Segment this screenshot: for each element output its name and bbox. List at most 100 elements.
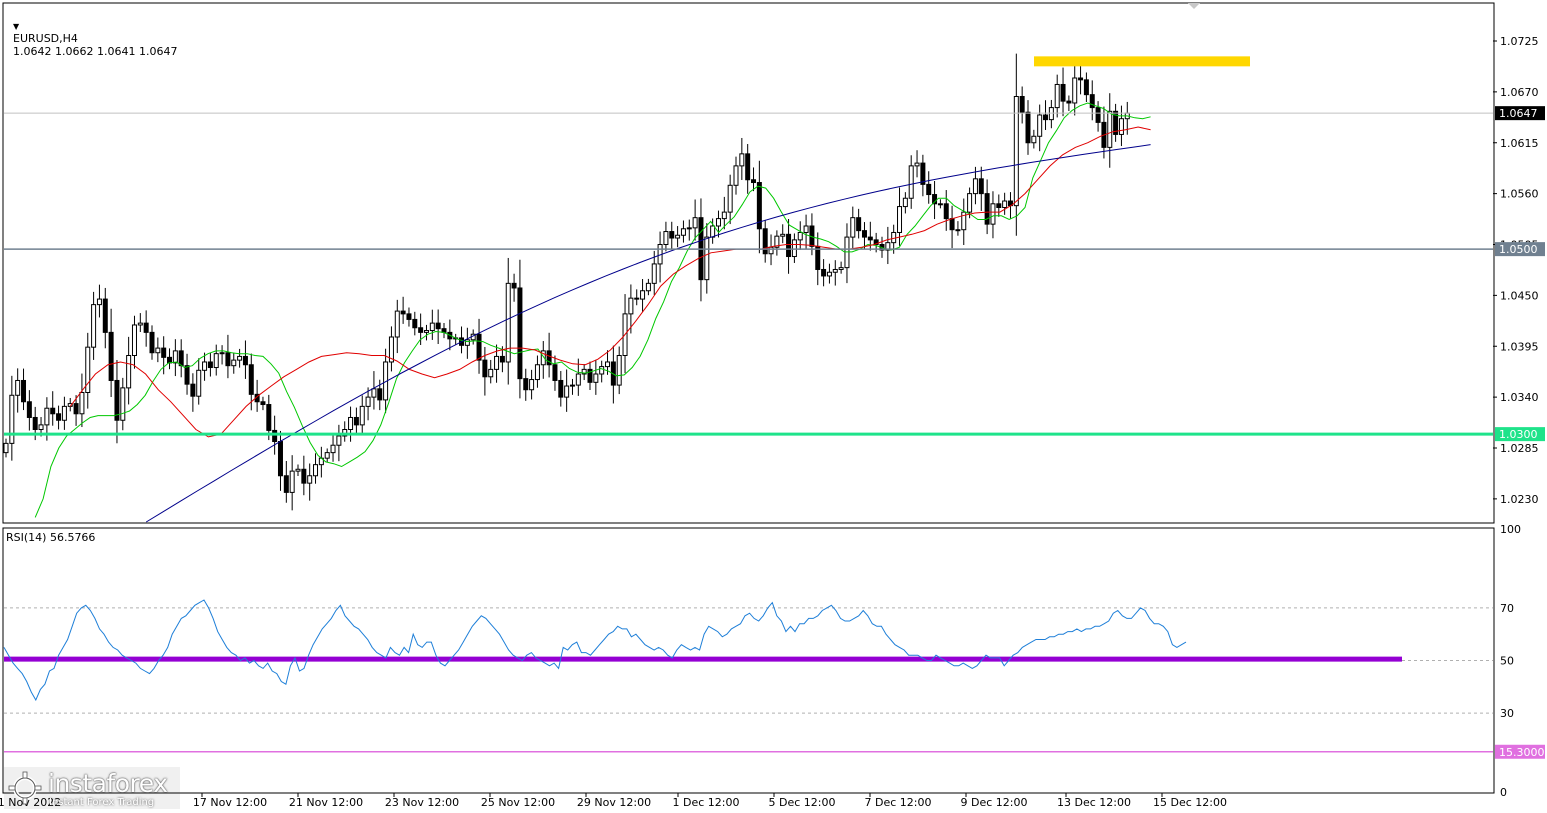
candle-body	[120, 387, 126, 421]
candle-body	[838, 267, 844, 270]
ohlc-label: 1.0642 1.0662 1.0641 1.0647	[13, 45, 178, 58]
ma-fast-line	[34, 102, 1151, 518]
candle-body	[91, 304, 97, 348]
candle-body	[1060, 83, 1066, 102]
candle-body	[114, 379, 120, 421]
candle-body	[645, 282, 651, 292]
candle-body	[856, 217, 862, 232]
candle-body	[978, 178, 984, 195]
candle-body	[96, 298, 102, 306]
time-tick-label: 1 Dec 12:00	[673, 796, 740, 809]
candle-body	[943, 203, 949, 220]
candle-body	[242, 355, 248, 366]
candle-body	[277, 441, 283, 477]
resistance-zone	[1034, 56, 1250, 67]
candle-body	[482, 359, 488, 378]
candle-body	[873, 239, 879, 245]
candle-body	[1031, 135, 1037, 144]
candle-body	[1078, 77, 1084, 81]
candle-body	[371, 388, 377, 398]
candle-body	[949, 218, 955, 231]
candle-body	[44, 407, 50, 426]
candle-body	[38, 424, 44, 430]
candle-body	[832, 268, 838, 273]
candle-body	[307, 475, 313, 484]
candle-body	[32, 416, 38, 431]
candle-body	[359, 405, 365, 426]
candle-body	[219, 352, 225, 355]
chart-shift-marker[interactable]	[1188, 3, 1200, 9]
candle-body	[663, 231, 669, 246]
candle-body	[26, 401, 32, 418]
level-tag-1030-bg	[1495, 427, 1545, 442]
candle-body	[1013, 96, 1019, 207]
candle-body	[161, 347, 167, 358]
candle-body	[587, 368, 593, 383]
candle-body	[546, 350, 552, 366]
candle-body	[558, 379, 564, 398]
price-pane-frame	[2, 2, 1495, 524]
candle-body	[79, 392, 85, 415]
rsi-level-tag: 15.3000	[1499, 746, 1545, 759]
candle-body	[669, 231, 675, 239]
candle-body	[412, 318, 418, 329]
candle-body	[1113, 110, 1119, 135]
rsi-tick-label: 100	[1500, 523, 1521, 536]
candle-body	[248, 364, 254, 395]
logo: instaforex Instant Forex Trading	[4, 767, 180, 809]
candle-body	[353, 416, 359, 426]
candle-body	[400, 310, 406, 315]
candle-body	[3, 442, 9, 454]
candle-body	[745, 153, 751, 181]
candle-body	[517, 287, 523, 380]
candle-body	[213, 353, 219, 369]
candle-body	[581, 368, 587, 375]
candle-body	[295, 468, 301, 472]
candle-body	[821, 268, 827, 277]
candle-body	[552, 364, 558, 381]
price-tick-label: 1.0615	[1500, 137, 1539, 150]
candle-body	[464, 339, 470, 346]
level-tag-1030: 1.0300	[1499, 428, 1538, 441]
candle-body	[996, 203, 1002, 209]
candle-body	[50, 407, 56, 415]
price-tick-label: 1.0725	[1500, 35, 1539, 48]
level-tag-1050: 1.0500	[1499, 243, 1538, 256]
candle-body	[324, 452, 330, 459]
candle-body	[143, 322, 149, 333]
symbol-label: EURUSD,H4	[13, 32, 78, 45]
candle-body	[593, 373, 599, 383]
candle-body	[388, 336, 394, 363]
candle-body	[505, 282, 511, 363]
candle-body	[529, 379, 535, 391]
candle-body	[301, 468, 307, 484]
candle-body	[739, 153, 745, 167]
level-tag-1050-bg	[1495, 242, 1545, 257]
candle-body	[231, 359, 237, 367]
price-tick-label: 1.0230	[1500, 493, 1539, 506]
candle-body	[435, 322, 441, 330]
rsi-tick-label: 30	[1500, 707, 1514, 720]
candle-body	[85, 346, 91, 393]
price-tick-label: 1.0670	[1500, 86, 1539, 99]
candle-body	[1054, 83, 1060, 109]
candle-body	[126, 355, 132, 389]
candle-body	[137, 322, 143, 326]
candle-body	[494, 355, 500, 370]
candle-body	[540, 350, 546, 366]
candle-body	[61, 405, 67, 421]
candle-body	[902, 197, 908, 208]
time-tick-label: 29 Nov 12:00	[577, 796, 651, 809]
candle-body	[1095, 107, 1101, 123]
candle-body	[704, 236, 710, 281]
price-tick-label: 1.0395	[1500, 340, 1539, 353]
header-triangle-icon[interactable]: ▼	[13, 22, 20, 31]
candle-body	[313, 464, 319, 477]
candle-body	[423, 330, 429, 333]
candle-body	[406, 313, 412, 320]
candle-body	[616, 355, 622, 386]
candle-body	[488, 368, 494, 378]
candle-body	[155, 347, 161, 354]
candle-body	[9, 394, 15, 444]
candle-body	[108, 331, 114, 381]
